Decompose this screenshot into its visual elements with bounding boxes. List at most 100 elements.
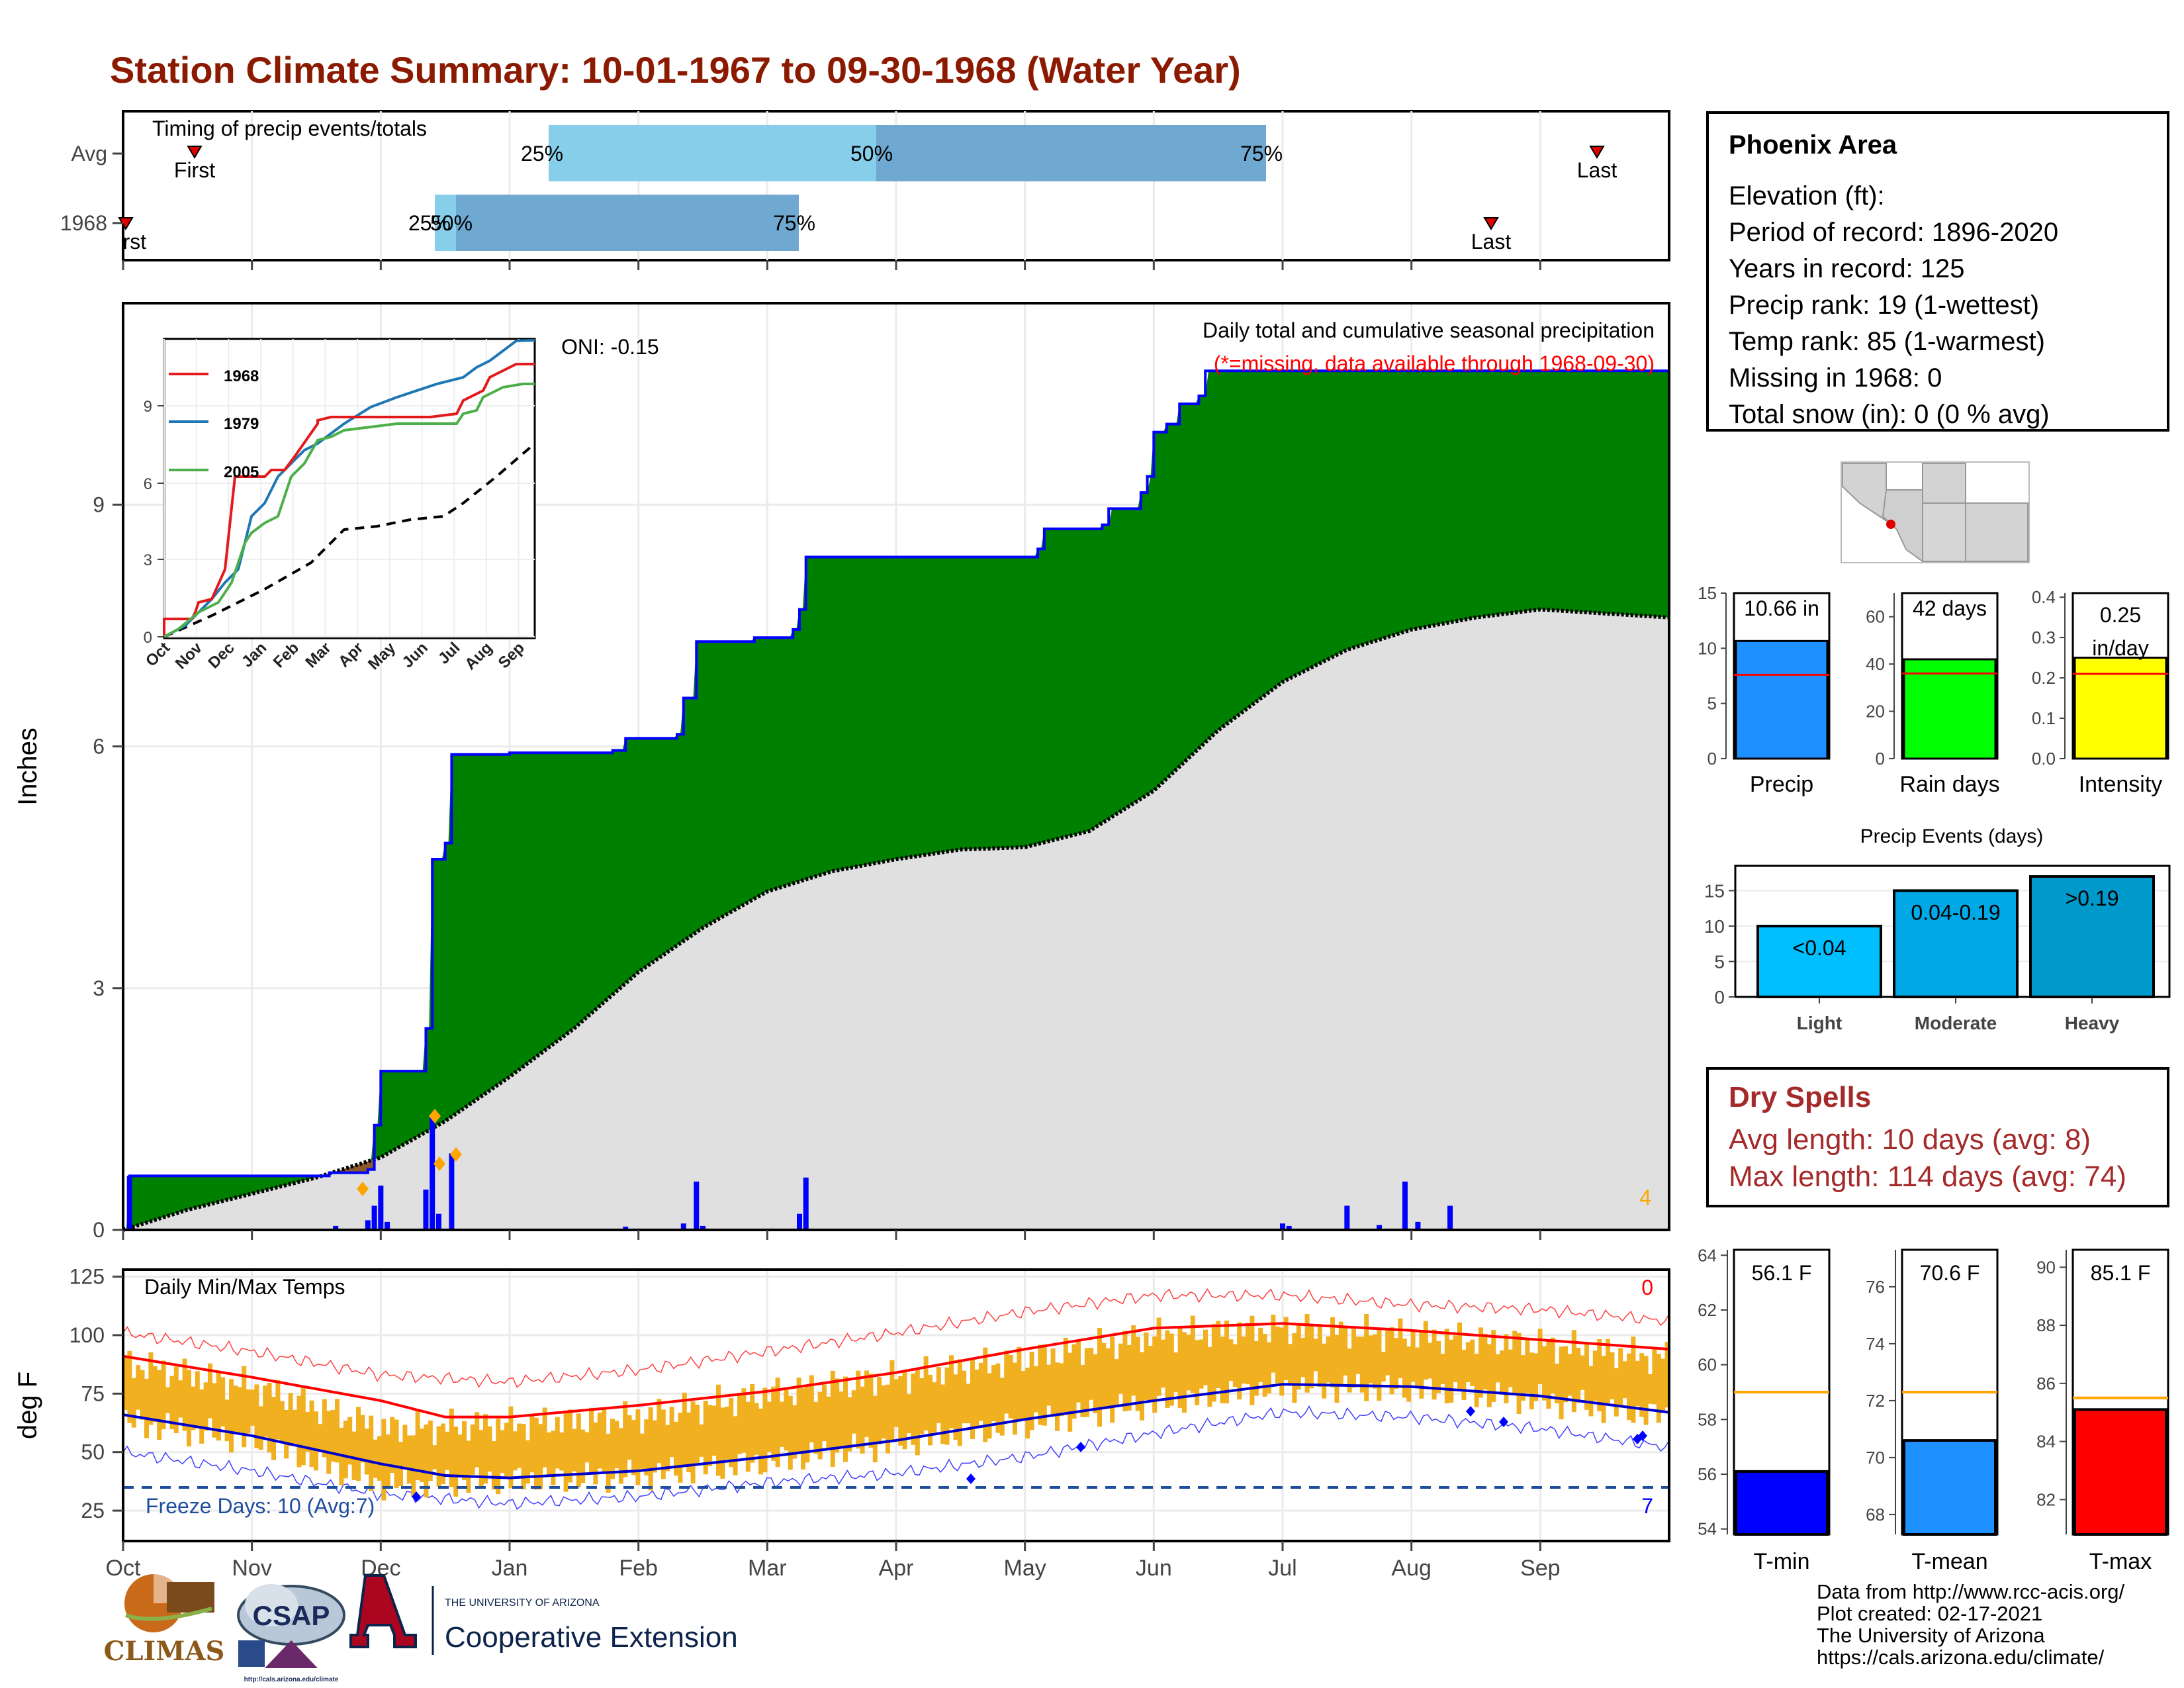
temp-daily-bar [1546, 1340, 1551, 1409]
temp-daily-bar [360, 1415, 365, 1463]
temp-daily-bar [835, 1378, 840, 1453]
temp-daily-bar [1533, 1353, 1539, 1401]
mini-bar-y-tick-label: 15 [1698, 583, 1717, 603]
temp-daily-bar [1359, 1336, 1365, 1393]
temp-daily-bar [580, 1429, 586, 1483]
temp-daily-bar [1152, 1336, 1158, 1413]
temp-daily-bar [1482, 1333, 1488, 1390]
temp-daily-bar [487, 1426, 492, 1472]
temp-daily-bar [1495, 1354, 1500, 1383]
temp-daily-bar [1639, 1353, 1645, 1417]
temp-daily-bar [309, 1400, 314, 1468]
temp-daily-bar [233, 1385, 238, 1433]
temp-daily-bar [1584, 1344, 1589, 1410]
temp-daily-bar [195, 1371, 200, 1428]
temp-daily-bar [576, 1413, 581, 1487]
temp-daily-bar [1186, 1335, 1191, 1391]
credit-data-source: Data from http://www.rcc-acis.org/ [1817, 1580, 2125, 1603]
temp-daily-bar [957, 1359, 962, 1446]
temp-daily-bar [1135, 1336, 1140, 1411]
event-category-label: Moderate [1915, 1013, 1997, 1033]
temp-summary-y-tick-label: 84 [2036, 1432, 2056, 1452]
temp-daily-bar [136, 1365, 141, 1410]
precip-y-tick-label: 6 [93, 735, 105, 759]
temp-daily-bar [254, 1384, 259, 1448]
temp-daily-bar [784, 1388, 789, 1451]
events-y-tick-label: 10 [1704, 916, 1725, 937]
mini-bar-0 [1735, 639, 1829, 760]
temp-daily-bar [1440, 1353, 1445, 1384]
temp-daily-bar [428, 1420, 433, 1481]
temp-daily-bar [843, 1376, 848, 1462]
page-title: Station Climate Summary: 10-01-1967 to 0… [110, 49, 1241, 91]
temp-daily-bar [242, 1366, 247, 1448]
temp-daily-bar [1326, 1336, 1331, 1383]
temp-daily-bar [288, 1393, 293, 1446]
event-bar-1 [1893, 889, 2019, 999]
temp-daily-bar [453, 1427, 459, 1497]
temp-daily-bar [466, 1440, 471, 1493]
temp-daily-bar [1648, 1374, 1653, 1404]
station-period-of-record: Period of record: 1896-2020 [1729, 218, 2059, 247]
temp-daily-bar [547, 1432, 551, 1475]
temp-daily-bar [390, 1417, 395, 1474]
precip-daily-bar [1402, 1181, 1408, 1230]
temp-daily-bar [1055, 1362, 1060, 1431]
temp-summary-bar-1 [1903, 1439, 1997, 1536]
temp-daily-bar [1550, 1337, 1555, 1394]
temp-daily-bar [974, 1369, 979, 1427]
temp-daily-bar [809, 1375, 814, 1442]
event-bar-2 [2029, 875, 2155, 999]
mini-bar-value-label: in/day [2092, 636, 2148, 660]
temp-daily-bar [1292, 1333, 1297, 1403]
temp-record-markers [412, 1406, 1647, 1502]
temp-daily-bar [635, 1409, 641, 1485]
inset-y-tick-label: 3 [144, 551, 152, 569]
temp-daily-bar [678, 1412, 683, 1483]
temp-daily-bar [1432, 1329, 1437, 1400]
timing-avg-first-label: First [174, 158, 215, 182]
temp-daily-bar [199, 1389, 205, 1444]
temp-summary-bar-0 [1735, 1470, 1829, 1536]
timing-avg-last-label: Last [1577, 158, 1617, 182]
temp-daily-bar [381, 1419, 387, 1501]
precip-chart-title: Daily total and cumulative seasonal prec… [1203, 318, 1655, 342]
temp-daily-bar [826, 1396, 831, 1449]
event-bar-range-label: <0.04 [1793, 936, 1846, 960]
temp-daily-bar [1288, 1344, 1293, 1384]
temp-daily-bar [441, 1423, 445, 1484]
precip-extreme-count: 4 [1639, 1186, 1651, 1209]
temp-daily-bar [1232, 1344, 1238, 1387]
logo-csap: CSAP http://cals.arizona.edu/climate [237, 1584, 345, 1683]
temp-daily-bar [1237, 1322, 1242, 1400]
temp-daily-bar [1211, 1323, 1216, 1402]
temp-daily-bar [665, 1425, 670, 1472]
mini-bar-category-label: Precip [1750, 772, 1813, 797]
ua-small-text: THE UNIVERSITY OF ARIZONA [445, 1597, 600, 1609]
temp-daily-bar [157, 1370, 162, 1440]
temp-daily-bar [123, 1356, 128, 1411]
precip-daily-bar [1280, 1223, 1285, 1230]
precip-daily-bar [803, 1177, 809, 1230]
temp-daily-bar [1105, 1348, 1111, 1409]
temp-daily-bar [1347, 1348, 1352, 1393]
temp-daily-bar [614, 1421, 619, 1469]
temp-daily-bar [1126, 1344, 1132, 1411]
temp-daily-bar [398, 1442, 403, 1487]
temp-daily-bar [1643, 1356, 1649, 1425]
temp-daily-bar [889, 1360, 895, 1441]
temp-daily-bar [716, 1384, 721, 1476]
precip-y-tick-label: 3 [93, 976, 105, 1000]
temp-daily-bar [813, 1401, 819, 1454]
temp-daily-bar [944, 1367, 950, 1445]
precip-daily-bar [365, 1220, 371, 1230]
temp-daily-bar [653, 1420, 657, 1473]
temp-daily-bar [1368, 1335, 1373, 1383]
station-total-snow: Total snow (in): 0 (0 % avg) [1729, 400, 2050, 429]
temp-daily-bar [1253, 1340, 1259, 1396]
temp-daily-bar [1428, 1342, 1433, 1379]
temp-daily-bar [152, 1366, 158, 1423]
temp-summary-value-label: 56.1 F [1752, 1261, 1812, 1285]
temp-daily-bar [695, 1404, 700, 1464]
